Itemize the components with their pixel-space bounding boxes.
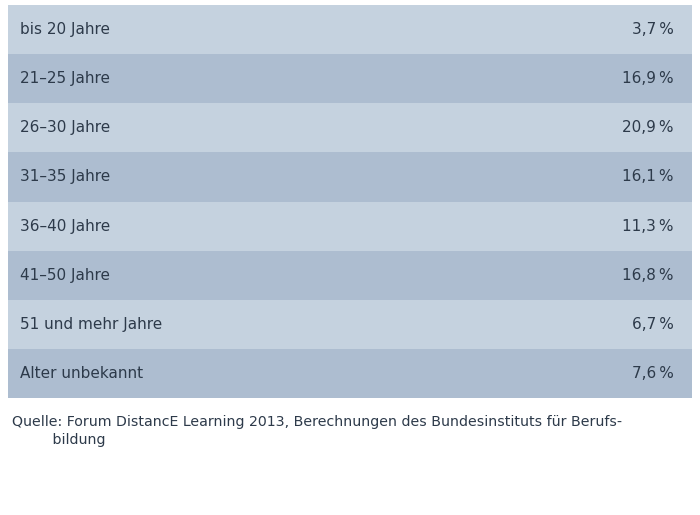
Text: bildung: bildung [12,433,106,447]
Bar [319,152,692,201]
Text: 51 und mehr Jahre: 51 und mehr Jahre [20,317,162,332]
Text: 41–50 Jahre: 41–50 Jahre [20,268,110,283]
Bar [319,201,692,251]
Bar [8,5,319,54]
Bar [319,5,692,54]
Text: 36–40 Jahre: 36–40 Jahre [20,218,111,234]
Text: 16,8 %: 16,8 % [622,268,674,283]
Text: bis 20 Jahre: bis 20 Jahre [20,22,110,37]
Text: 21–25 Jahre: 21–25 Jahre [20,71,110,86]
Bar [319,103,692,152]
Text: Alter unbekannt: Alter unbekannt [20,366,143,381]
Text: 11,3 %: 11,3 % [622,218,674,234]
Bar [319,251,692,300]
Bar [319,349,692,398]
Bar [8,201,319,251]
Bar [8,251,319,300]
Bar [8,349,319,398]
Bar [8,300,319,349]
Bar [319,300,692,349]
Bar [8,54,319,103]
Text: 7,6 %: 7,6 % [632,366,674,381]
Text: 16,1 %: 16,1 % [622,169,674,184]
Text: 20,9 %: 20,9 % [622,121,674,135]
Text: Quelle: Forum DistancE Learning 2013, Berechnungen des Bundesinstituts für Beruf: Quelle: Forum DistancE Learning 2013, Be… [12,415,622,429]
Text: 31–35 Jahre: 31–35 Jahre [20,169,111,184]
Text: 6,7 %: 6,7 % [632,317,674,332]
Text: 16,9 %: 16,9 % [622,71,674,86]
Bar [8,152,319,201]
Text: 26–30 Jahre: 26–30 Jahre [20,121,111,135]
Text: 3,7 %: 3,7 % [632,22,674,37]
Bar [8,103,319,152]
Bar [319,54,692,103]
